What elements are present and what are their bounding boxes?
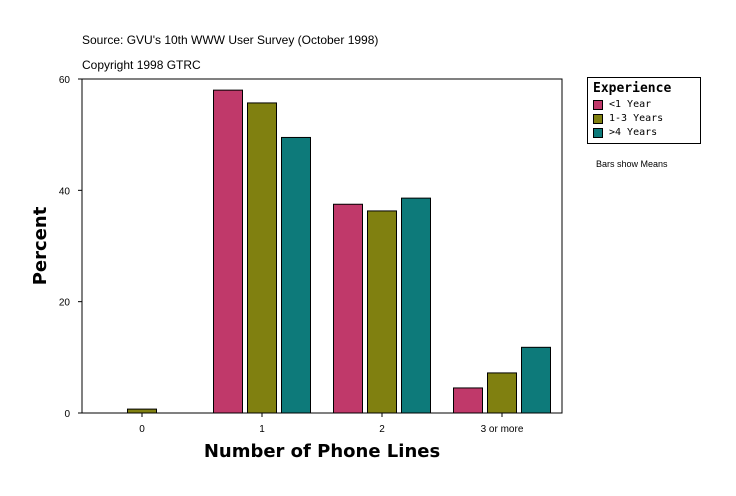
- legend-label: <1 Year: [609, 99, 652, 110]
- y-axis-title: Percent: [30, 206, 51, 285]
- plot-area-frame: [81, 78, 563, 414]
- legend-swatch: [593, 100, 603, 110]
- x-tick-label: 3 or more: [481, 424, 524, 435]
- y-axis-ticks: 0 20 40 60: [59, 75, 82, 420]
- copyright-text: Copyright 1998 GTRC: [82, 58, 201, 72]
- legend-swatch: [593, 128, 603, 138]
- x-tick-label: 0: [139, 424, 145, 435]
- y-tick-label: 0: [64, 409, 70, 420]
- x-axis-ticks: 0 1 2 3 or more: [139, 413, 524, 435]
- bar: [487, 372, 517, 414]
- bar: [247, 102, 277, 414]
- x-tick-label: 1: [259, 424, 265, 435]
- y-tick-label: 20: [59, 298, 71, 309]
- x-axis-title: Number of Phone Lines: [204, 441, 440, 462]
- bar: [213, 89, 243, 414]
- bars-note: Bars show Means: [596, 159, 668, 169]
- legend-title: Experience: [593, 81, 672, 96]
- x-tick-label: 2: [379, 424, 385, 435]
- bar: [281, 136, 311, 414]
- legend: Experience <1 Year 1-3 Years >4 Years: [587, 77, 701, 144]
- bar: [521, 346, 551, 414]
- bar: [401, 197, 431, 414]
- bar: [333, 203, 363, 414]
- legend-label: >4 Years: [609, 127, 658, 138]
- source-text: Source: GVU's 10th WWW User Survey (Octo…: [82, 33, 379, 47]
- bar: [453, 387, 483, 414]
- y-tick-label: 60: [59, 75, 71, 86]
- bar: [367, 210, 397, 414]
- bars-group: [127, 89, 551, 414]
- bar: [127, 408, 157, 414]
- y-tick-label: 40: [59, 186, 71, 197]
- legend-label: 1-3 Years: [609, 113, 664, 124]
- legend-swatch: [593, 114, 603, 124]
